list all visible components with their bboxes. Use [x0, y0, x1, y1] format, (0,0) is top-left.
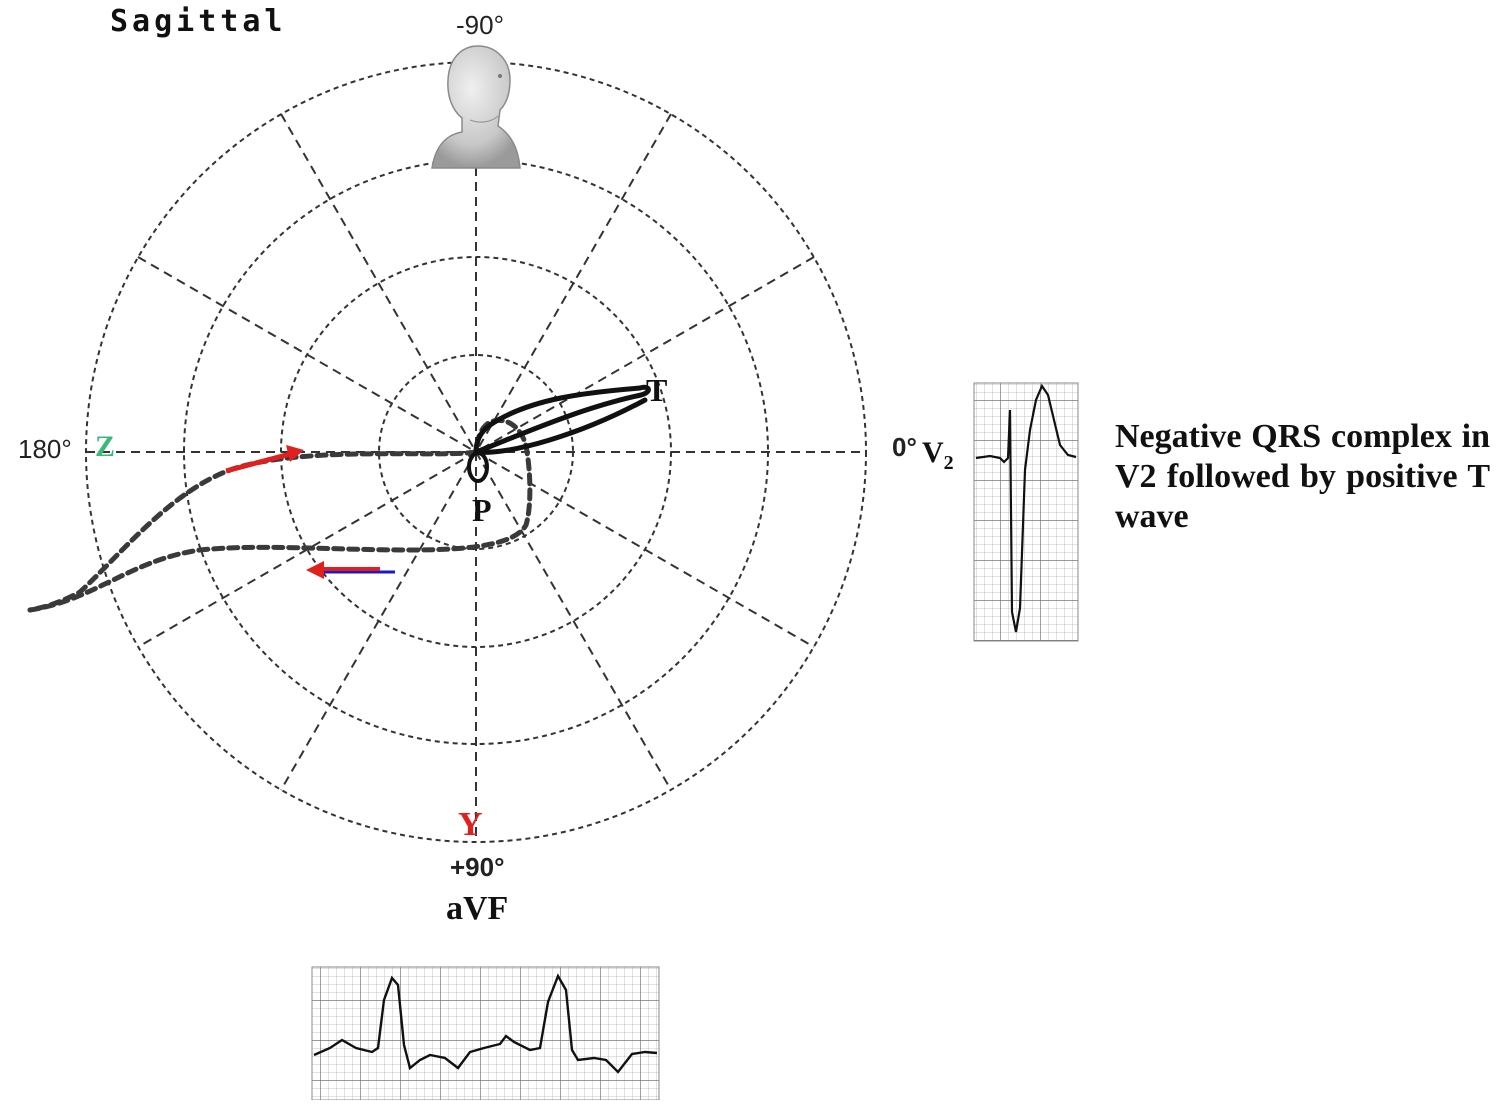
angle-bottom-label: +90°	[450, 852, 505, 882]
qrs-loop	[27, 417, 533, 613]
angle-top-label: -90°	[456, 10, 504, 40]
direction-arrows	[225, 445, 395, 579]
head-bust-icon	[431, 45, 521, 169]
t-loop-path	[473, 384, 651, 455]
v2-ecg-trace	[975, 383, 1077, 633]
v2-lead-letter: V	[922, 436, 944, 469]
p-loop-path	[467, 451, 489, 483]
avf-ecg-strip	[311, 966, 660, 1101]
avf-ecg-trace	[313, 973, 658, 1074]
caption-text: Negative QRS complex in V2 followed by p…	[1115, 418, 1490, 535]
qrs-loop-return	[27, 417, 533, 613]
plane-title: Sagittal	[110, 4, 287, 39]
t-loop-label: T	[646, 372, 668, 408]
angle-right-label: 0°	[892, 432, 917, 462]
red-arrow-upper	[225, 445, 304, 474]
blue-red-arrow-lower	[306, 561, 395, 579]
qrs-loop-outbound	[27, 449, 479, 613]
v2-ecg-strip	[973, 382, 1079, 642]
avf-lead-label: aVF	[446, 890, 509, 927]
v2-lead-label: V2	[922, 436, 954, 475]
angle-left-label: 180°	[18, 434, 72, 464]
z-axis-label: Z	[95, 430, 116, 463]
y-axis-label: Y	[458, 806, 483, 843]
p-loop	[467, 451, 489, 483]
t-loop	[473, 384, 651, 455]
v2-lead-subscript: 2	[943, 452, 954, 474]
p-loop-label: P	[472, 492, 492, 528]
